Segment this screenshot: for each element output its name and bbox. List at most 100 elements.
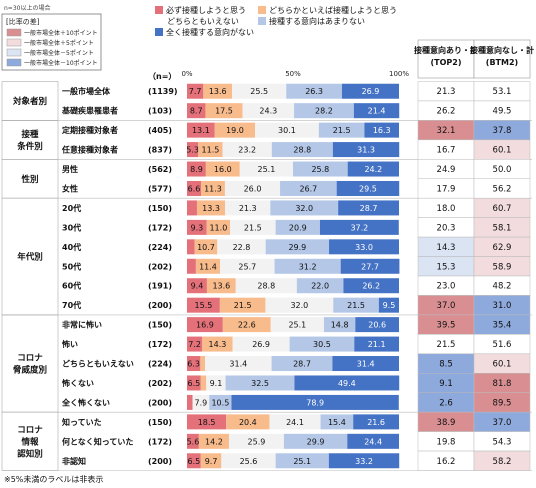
bar-segment bbox=[320, 414, 354, 430]
bar-value-label: 17.5 bbox=[215, 107, 233, 116]
bar-segment bbox=[187, 103, 206, 119]
summary-value: 31.0 bbox=[493, 301, 512, 311]
n-label: （n=） bbox=[148, 71, 176, 81]
bar-value-label: 6.5 bbox=[188, 379, 201, 388]
diff-legend-box bbox=[1, 13, 102, 71]
bar-segment bbox=[195, 258, 221, 274]
bar-segment bbox=[200, 180, 225, 196]
bar-segment bbox=[318, 122, 365, 138]
bar-segment bbox=[202, 336, 233, 352]
group-label: 対象者別 bbox=[12, 96, 47, 107]
summary-value: 14.3 bbox=[437, 243, 456, 253]
bar-segment bbox=[187, 394, 193, 410]
summary-value: 2.6 bbox=[439, 398, 453, 408]
bar-value-label: 11.3 bbox=[204, 184, 222, 193]
bar-segment bbox=[275, 219, 320, 235]
bar-segment bbox=[271, 142, 333, 158]
bar-segment bbox=[198, 142, 223, 158]
bar-value-label: 7.2 bbox=[188, 340, 201, 349]
bar-value-label: 25.1 bbox=[293, 457, 311, 466]
bar-segment bbox=[347, 161, 399, 177]
bar-segment bbox=[222, 317, 271, 333]
bar-value-label: 28.8 bbox=[257, 282, 275, 291]
summary-value: 15.3 bbox=[437, 262, 456, 272]
bar-value-label: 32.0 bbox=[295, 204, 313, 213]
bar-value-label: 31.4 bbox=[357, 360, 375, 369]
x-tick-label: 100% bbox=[389, 70, 409, 78]
bar-segment bbox=[332, 356, 399, 372]
x-axis: 0% 50% 100% bbox=[181, 70, 409, 78]
bar-value-label: 21.4 bbox=[368, 107, 386, 116]
summary-header: 接種意向あり・計(TOP2) bbox=[414, 45, 478, 67]
data-rows: 一般市場全体 (1139) 7.7 13.6 25.5 26.3 26.9 21.3 53.1 基… bbox=[61, 81, 531, 471]
summary-value: 62.9 bbox=[493, 243, 512, 253]
legend-swatch bbox=[155, 6, 163, 14]
bar-value-label: 9.7 bbox=[205, 457, 218, 466]
diff-swatch bbox=[6, 58, 22, 67]
row-n: (577) bbox=[148, 184, 172, 193]
summary-value: 58.2 bbox=[493, 457, 512, 467]
bar-segment bbox=[187, 122, 215, 138]
row-n: (103) bbox=[148, 107, 172, 116]
bar-segment bbox=[333, 297, 379, 313]
bar-value-label: 16.9 bbox=[196, 321, 214, 330]
row-n: (1139) bbox=[148, 87, 178, 96]
bar-value-label: 21.5 bbox=[234, 301, 252, 310]
bar-value-label: 26.7 bbox=[299, 184, 317, 193]
bar-segment bbox=[354, 336, 399, 352]
group-label: 接種条件別 bbox=[17, 129, 43, 152]
summary-value: 23.0 bbox=[437, 282, 456, 292]
diff-label: 一般市場全体－5ポイント bbox=[24, 49, 94, 57]
bar-segment bbox=[203, 83, 233, 99]
diff-label: 一般市場全体＋10ポイント bbox=[24, 29, 98, 37]
row-label: 任意接種対象者 bbox=[61, 145, 118, 155]
bar-value-label: 28.8 bbox=[293, 146, 311, 155]
bar-segment bbox=[235, 278, 297, 294]
bar-segment bbox=[187, 336, 203, 352]
bar-segment bbox=[242, 103, 295, 119]
summary-value: 49.5 bbox=[493, 107, 512, 117]
bar-value-label: 21.6 bbox=[367, 418, 385, 427]
bar-segment bbox=[206, 278, 236, 294]
bar-value-label: 31.3 bbox=[357, 146, 375, 155]
bar-segment bbox=[289, 336, 355, 352]
bar-value-label: 78.9 bbox=[306, 398, 324, 407]
bar-segment bbox=[332, 142, 400, 158]
row-n: (837) bbox=[148, 146, 172, 155]
legend-label: どちらともいえない bbox=[167, 17, 239, 26]
bar-segment bbox=[187, 278, 207, 294]
bar-value-label: 28.7 bbox=[293, 360, 311, 369]
diff-legend: 一般市場全体＋10ポイント一般市場全体＋5ポイント一般市場全体－5ポイント一般市… bbox=[6, 28, 98, 67]
legend-swatch bbox=[258, 17, 266, 25]
bar-segment bbox=[187, 317, 223, 333]
bar-value-label: 21.1 bbox=[368, 340, 386, 349]
row-label: 非常に怖い bbox=[62, 320, 102, 330]
diff-label: 一般市場全体－10ポイント bbox=[24, 59, 98, 67]
bar-value-label: 13.6 bbox=[212, 282, 230, 291]
row-label: どちらともいえない bbox=[62, 359, 134, 369]
bar-value-label: 10.7 bbox=[197, 243, 215, 252]
row-label: 非認知 bbox=[62, 456, 86, 466]
bar-segment bbox=[347, 433, 399, 449]
summary-value: 58.1 bbox=[493, 223, 512, 233]
bar-value-label: 9.1 bbox=[210, 379, 223, 388]
bar-segment bbox=[294, 375, 400, 391]
summary-value: 53.1 bbox=[493, 87, 512, 97]
summary-value: 37.8 bbox=[493, 126, 512, 136]
bar-value-label: 20.9 bbox=[289, 223, 307, 232]
bar-segment bbox=[239, 161, 293, 177]
bar-value-label: 29.9 bbox=[307, 437, 325, 446]
bar-value-label: 9.5 bbox=[383, 301, 396, 310]
row-n: (191) bbox=[148, 282, 172, 291]
row-n: (405) bbox=[148, 126, 172, 135]
bar-value-label: 14.8 bbox=[331, 321, 349, 330]
bar-value-label: 30.5 bbox=[313, 340, 331, 349]
bar-segment bbox=[378, 297, 399, 313]
summary-value: 26.2 bbox=[437, 107, 456, 117]
bar-segment bbox=[338, 200, 399, 216]
group-label: コロナ情報認知別 bbox=[17, 425, 43, 459]
summary-header-box bbox=[417, 39, 475, 79]
summary-value: 50.0 bbox=[493, 165, 512, 175]
bar-value-label: 16.3 bbox=[373, 126, 391, 135]
